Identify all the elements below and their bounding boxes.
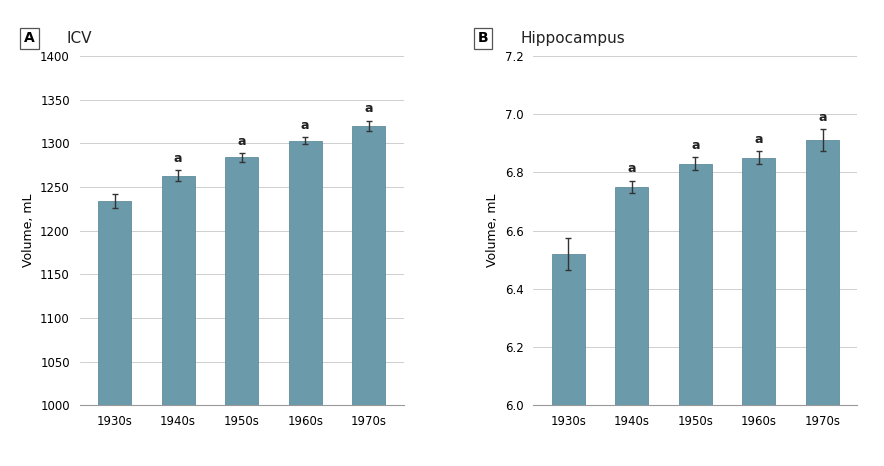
Bar: [615, 187, 648, 405]
Text: A: A: [24, 32, 34, 46]
Text: Hippocampus: Hippocampus: [521, 32, 625, 47]
Text: ICV: ICV: [66, 32, 92, 47]
Text: a: a: [691, 139, 699, 152]
Text: a: a: [238, 135, 246, 148]
Text: a: a: [755, 133, 763, 146]
Bar: [679, 164, 712, 405]
Bar: [552, 254, 585, 405]
Bar: [289, 141, 322, 405]
Bar: [743, 158, 775, 405]
Bar: [352, 126, 385, 405]
Y-axis label: Volume, mL: Volume, mL: [486, 194, 499, 267]
Bar: [162, 176, 194, 405]
Text: a: a: [628, 162, 636, 175]
Text: a: a: [301, 119, 309, 132]
Text: B: B: [477, 32, 489, 46]
Y-axis label: Volume, mL: Volume, mL: [21, 194, 34, 267]
Text: a: a: [364, 103, 373, 115]
Bar: [806, 140, 839, 405]
Text: a: a: [819, 111, 827, 124]
Text: a: a: [174, 152, 182, 165]
Bar: [98, 201, 131, 405]
Bar: [225, 157, 258, 405]
